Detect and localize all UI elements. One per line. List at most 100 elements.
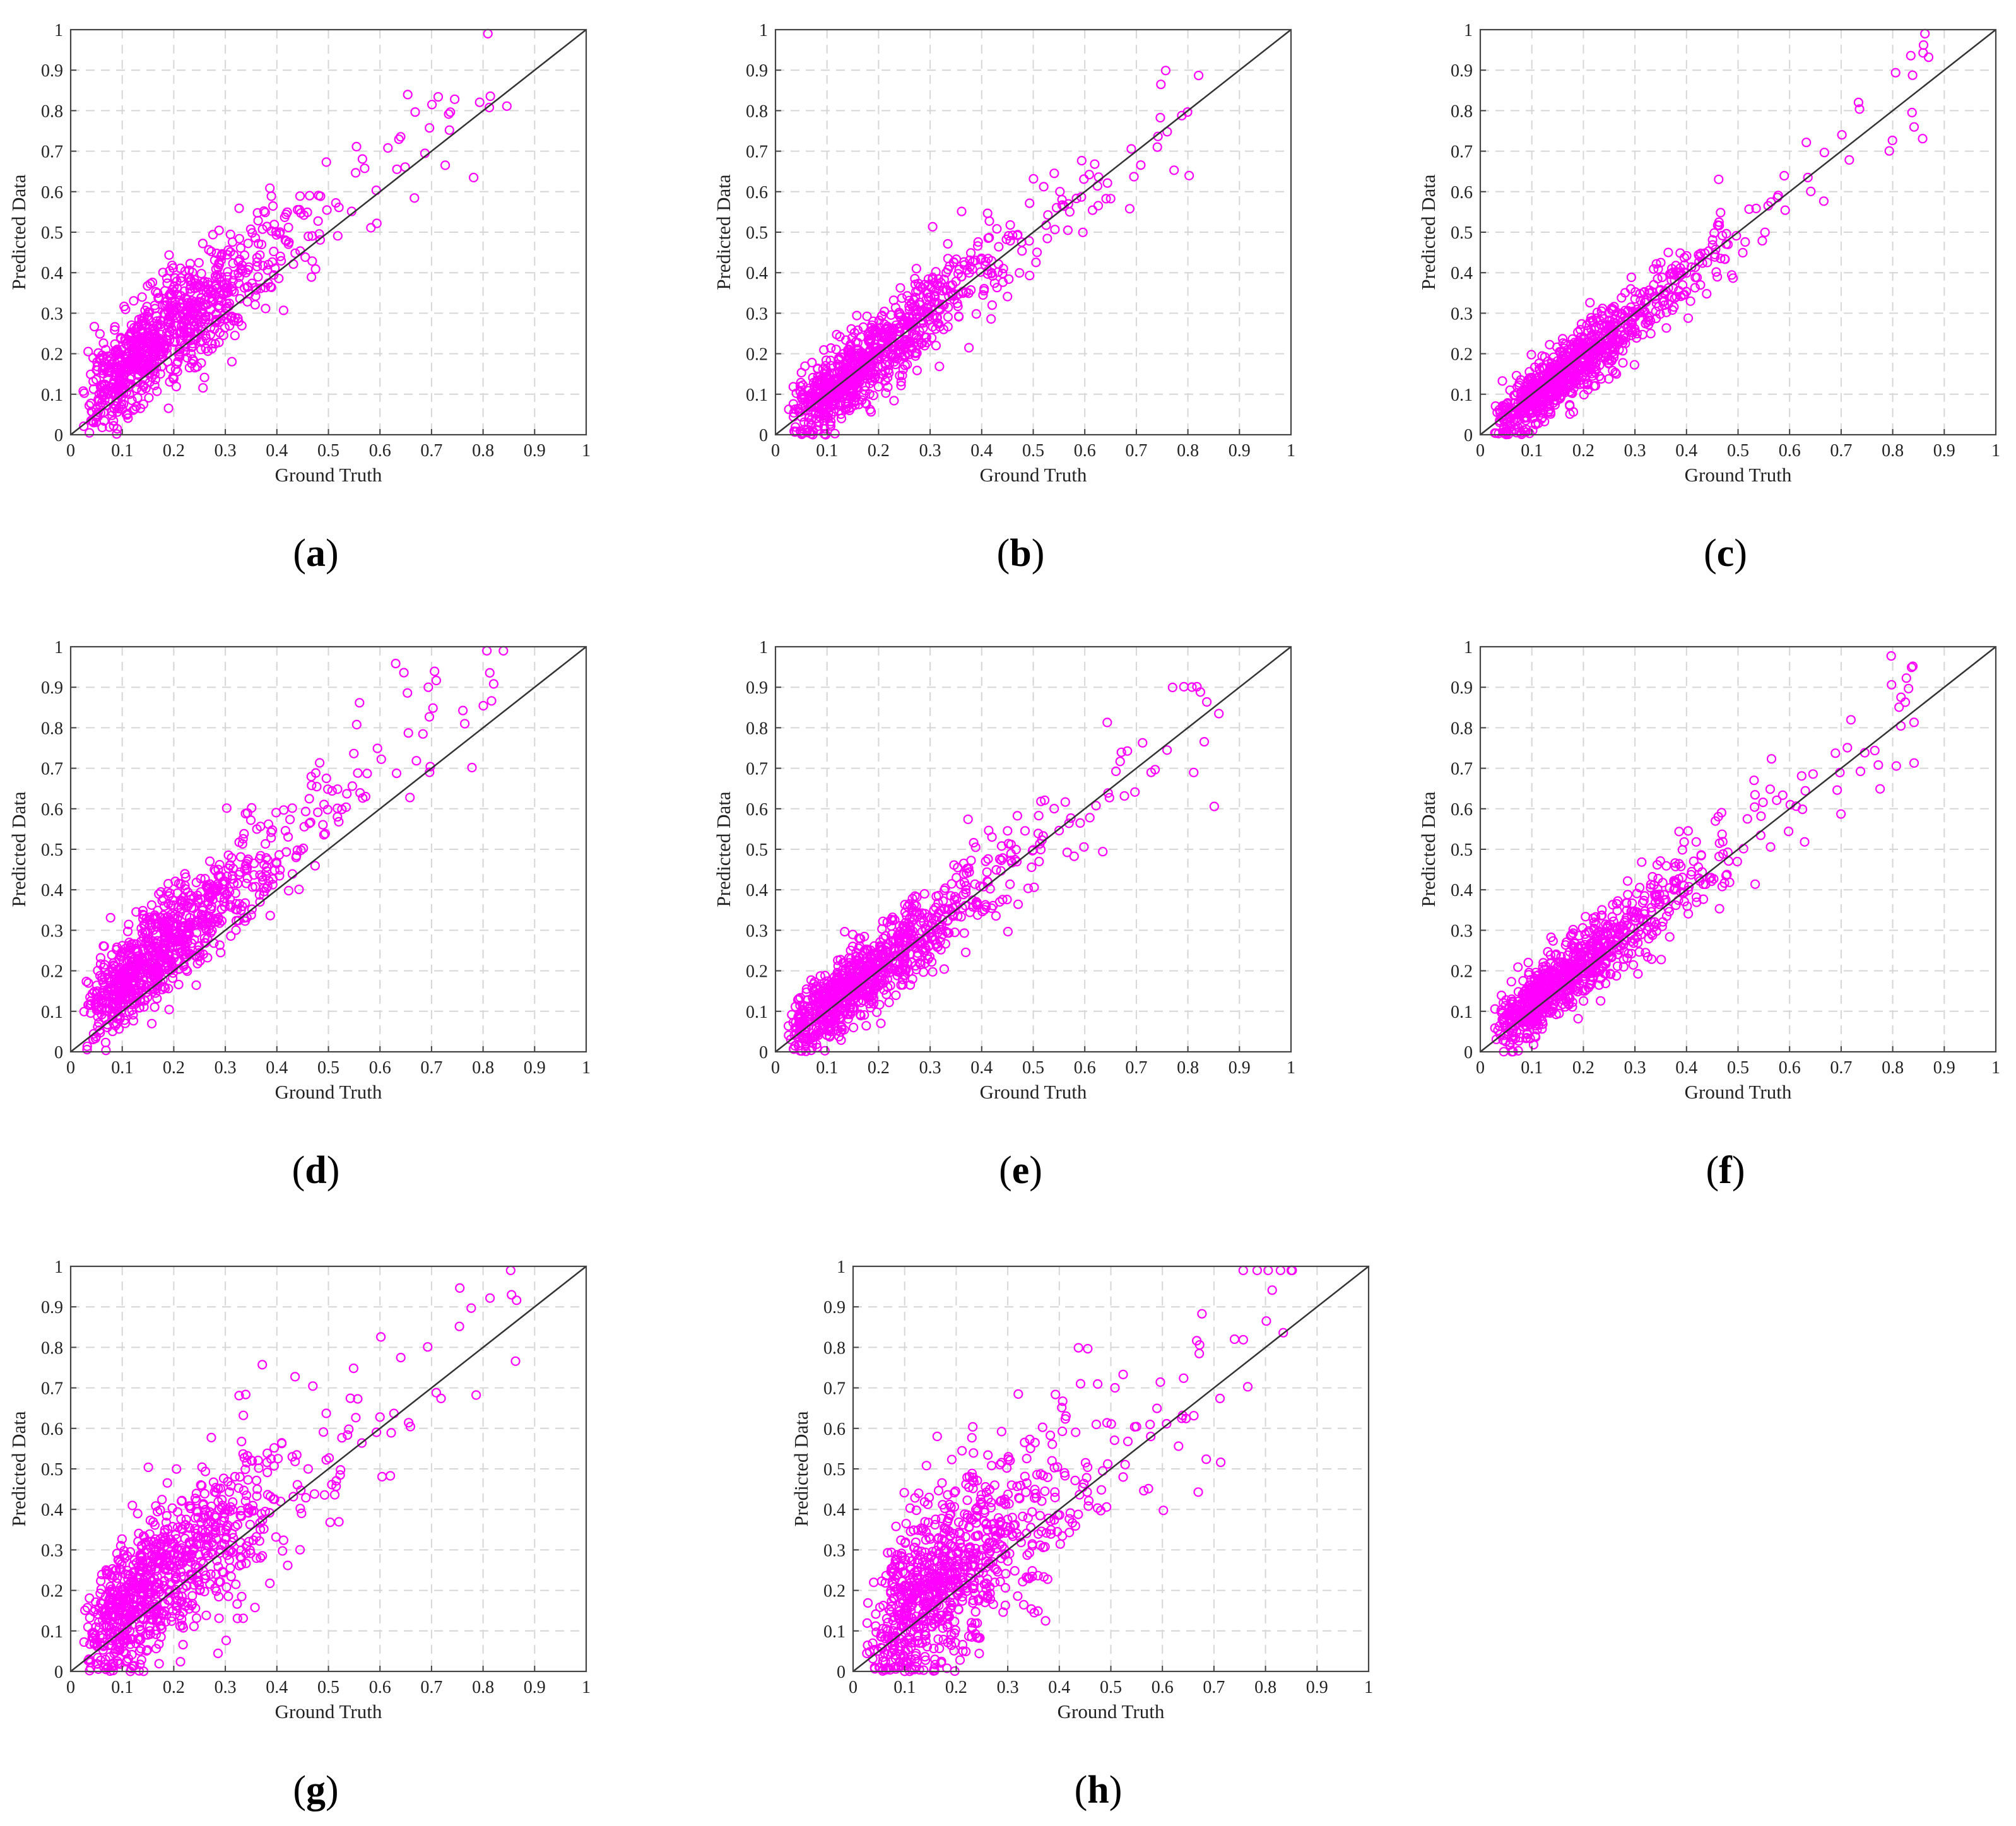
scatter-point xyxy=(177,321,187,331)
scatter-point xyxy=(266,191,276,201)
scatter-point xyxy=(269,270,279,280)
y-tick-label: 0 xyxy=(759,426,768,445)
scatter-point xyxy=(396,132,406,142)
x-tick-label: 0.8 xyxy=(472,1058,494,1078)
scatter-point xyxy=(201,343,211,354)
y-tick-label: 0.6 xyxy=(41,800,63,820)
scatter-point xyxy=(485,91,495,102)
y-tick-label: 0.5 xyxy=(746,223,768,243)
scatter-point xyxy=(112,429,122,439)
scatter-point xyxy=(235,243,245,253)
scatter-point xyxy=(283,222,293,233)
scatter-point xyxy=(449,94,460,104)
scatter-point xyxy=(136,360,146,370)
scatter-point xyxy=(141,358,151,368)
scatter-point xyxy=(234,203,244,213)
y-tick-label: 0.2 xyxy=(41,345,63,365)
scatter-point xyxy=(150,374,160,385)
scatter-point xyxy=(163,403,174,413)
scatter-point xyxy=(427,100,437,110)
scatter-point xyxy=(112,423,122,434)
y-tick-label: 0.6 xyxy=(1451,183,1473,203)
scatter-point xyxy=(213,269,223,280)
y-axis-title: Predicted Data xyxy=(8,791,30,907)
y-axis-title: Predicted Data xyxy=(712,174,734,290)
scatter-point xyxy=(276,256,286,266)
scatter-point xyxy=(151,332,162,342)
scatter-point xyxy=(85,428,95,438)
y-axis-title: Predicted Data xyxy=(712,791,734,907)
scatter-point xyxy=(1090,159,1100,169)
scatter-point xyxy=(79,388,90,398)
y-tick-label: 0.2 xyxy=(41,962,63,982)
scatter-point xyxy=(172,367,182,377)
scatter-point xyxy=(175,351,185,362)
x-tick-label: 0.9 xyxy=(1229,1058,1251,1078)
scatter-point xyxy=(192,362,203,372)
x-axis-title: Ground Truth xyxy=(980,1081,1087,1103)
scatter-point xyxy=(111,401,121,411)
x-tick-label: 0.8 xyxy=(1177,441,1199,461)
x-tick-label: 0.6 xyxy=(369,1058,391,1078)
x-tick-label: 1 xyxy=(582,441,591,461)
y-tick-label: 0.1 xyxy=(1451,386,1473,405)
x-tick-label: 0.4 xyxy=(266,1058,288,1078)
scatter-point xyxy=(444,109,454,119)
scatter-point xyxy=(91,374,102,385)
scatter-point xyxy=(270,263,280,273)
scatter-point xyxy=(187,268,197,278)
scatter-point xyxy=(228,258,238,268)
x-tick-label: 0.4 xyxy=(1675,441,1697,461)
scatter-point xyxy=(205,329,216,340)
x-tick-label: 0.2 xyxy=(1572,441,1595,461)
scatter-point xyxy=(137,314,147,324)
x-tick-label: 0 xyxy=(1476,441,1485,461)
scatter-point xyxy=(186,348,196,359)
scatter-points xyxy=(78,28,512,439)
y-tick-label: 0.3 xyxy=(41,921,63,941)
y-tick-label: 0 xyxy=(54,426,63,445)
x-tick-label: 0.1 xyxy=(111,441,133,461)
scatter-point xyxy=(97,365,107,375)
scatter-point xyxy=(1076,156,1087,166)
x-tick-label: 0.2 xyxy=(868,1058,890,1078)
x-tick-label: 0.2 xyxy=(163,441,185,461)
scatter-point xyxy=(226,313,236,323)
y-tick-label: 0.1 xyxy=(746,1003,768,1022)
x-tick-label: 0.7 xyxy=(1125,441,1147,461)
y-tick-label: 0.7 xyxy=(41,143,63,162)
scatter-point xyxy=(502,101,512,111)
scatter-point xyxy=(313,216,323,226)
y-tick-label: 0.1 xyxy=(41,1003,63,1022)
x-tick-label: 0.9 xyxy=(524,1058,546,1078)
scatter-point xyxy=(98,338,109,348)
scatter-point xyxy=(275,227,285,237)
scatter-point xyxy=(889,396,899,406)
scatter-point xyxy=(146,359,156,369)
y-tick-label: 0.9 xyxy=(746,678,768,698)
scatter-point xyxy=(211,264,221,274)
x-tick-label: 0.9 xyxy=(524,441,546,461)
y-tick-label: 0.8 xyxy=(41,102,63,121)
y-tick-label: 1 xyxy=(54,638,63,657)
scatter-point xyxy=(199,372,209,382)
scatter-point xyxy=(307,231,317,241)
y-tick-label: 0 xyxy=(759,1043,768,1063)
x-tick-label: 0.7 xyxy=(1830,441,1852,461)
scatter-point xyxy=(271,227,281,237)
panel-f: 000.10.10.20.20.30.30.40.40.50.50.60.60.… xyxy=(1417,638,2000,1192)
panel-label: (b) xyxy=(997,532,1045,575)
y-tick-label: 0.9 xyxy=(41,678,63,698)
y-tick-label: 1 xyxy=(1464,21,1473,40)
x-tick-label: 0.5 xyxy=(1022,441,1044,461)
scatter-point xyxy=(116,345,126,355)
scatter-point xyxy=(102,367,112,377)
x-tick-label: 0.4 xyxy=(970,1058,993,1078)
scatter-point xyxy=(201,331,211,341)
scatter-point xyxy=(131,353,141,364)
scatter-point xyxy=(484,102,495,112)
x-tick-label: 1 xyxy=(1287,1058,1295,1078)
x-tick-label: 0.2 xyxy=(868,441,890,461)
scatter-point xyxy=(187,296,197,306)
